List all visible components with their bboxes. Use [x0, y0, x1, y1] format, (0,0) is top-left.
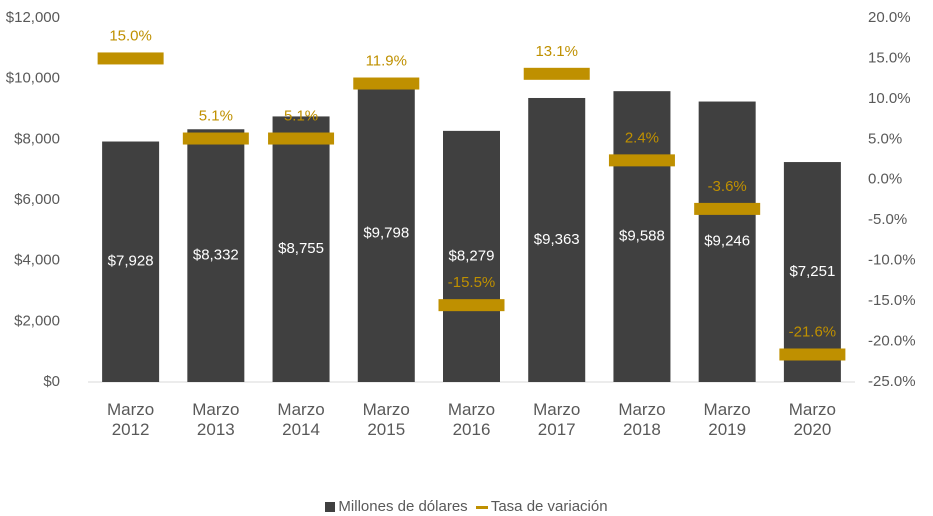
rate-marker — [182, 132, 249, 145]
x-tick-label: Marzo 2018 — [618, 400, 666, 439]
bar-label: $7,928 — [108, 253, 154, 270]
rate-label: 5.1% — [284, 107, 318, 124]
y-tick-label: $8,000 — [14, 130, 60, 147]
y-tick-label: $10,000 — [6, 70, 60, 87]
rate-marker — [523, 67, 590, 80]
bar-label: $8,279 — [449, 247, 495, 264]
bar-label: $9,798 — [363, 224, 409, 241]
y-tick-label: $2,000 — [14, 312, 60, 329]
x-tick-label: Marzo 2013 — [192, 400, 240, 439]
rate-label: 15.0% — [109, 27, 152, 44]
rate-marker — [608, 154, 675, 167]
rate-label: -15.5% — [448, 274, 496, 291]
bar-label: $8,755 — [278, 240, 324, 257]
bar-label: $7,251 — [789, 263, 835, 280]
x-tick-label: Marzo 2012 — [106, 400, 155, 439]
bar — [783, 162, 841, 382]
rate-label: 13.1% — [535, 43, 578, 60]
bar — [102, 141, 160, 382]
y-tick-label: $12,000 — [6, 9, 60, 26]
bar — [443, 130, 500, 382]
rate-label: 2.4% — [625, 129, 659, 146]
bar-label: $8,332 — [193, 247, 239, 264]
x-tick-label: Marzo 2020 — [788, 400, 836, 439]
x-tick-label: Marzo 2014 — [277, 400, 325, 439]
rate-marker — [353, 77, 420, 90]
y-tick-label: $0 — [43, 373, 60, 390]
y2-tick-label: 15.0% — [868, 49, 911, 66]
bar-label: $9,588 — [619, 228, 665, 245]
legend-swatch — [475, 505, 488, 509]
y2-tick-label: -20.0% — [868, 333, 916, 350]
bar — [357, 84, 415, 382]
y2-tick-label: -10.0% — [868, 252, 916, 269]
rate-label: 5.1% — [199, 107, 233, 124]
bar — [272, 116, 330, 382]
y-tick-label: $4,000 — [14, 252, 60, 269]
legend-label: Millones de dólares — [338, 498, 468, 515]
y2-tick-label: -5.0% — [868, 211, 907, 228]
x-tick-label: Marzo 2016 — [447, 400, 496, 439]
legend: Millones de dólares Tasa de variación — [0, 498, 933, 515]
bar — [613, 91, 671, 382]
x-tick-label: Marzo 2015 — [362, 400, 410, 439]
y2-tick-label: 10.0% — [868, 90, 911, 107]
bar — [698, 101, 756, 383]
rate-label: -21.6% — [789, 323, 837, 340]
bar-label: $9,363 — [534, 231, 580, 248]
rate-marker — [438, 299, 505, 312]
rate-marker — [268, 132, 335, 145]
y-tick-label: $6,000 — [14, 191, 60, 208]
x-tick-label: Marzo 2019 — [703, 400, 751, 439]
rate-marker — [97, 52, 164, 65]
rate-label: 11.9% — [366, 52, 407, 69]
rate-marker — [694, 202, 761, 215]
x-tick-label: Marzo 2017 — [533, 400, 581, 439]
rate-marker — [779, 348, 846, 361]
y2-tick-label: 5.0% — [868, 130, 902, 147]
bar — [187, 129, 245, 382]
legend-swatch — [325, 502, 336, 513]
y2-tick-label: -25.0% — [868, 373, 916, 390]
y2-tick-label: 0.0% — [868, 171, 902, 188]
rate-label: -3.6% — [708, 178, 747, 195]
bar-label: $9,246 — [704, 233, 750, 250]
y2-tick-label: -15.0% — [868, 292, 916, 309]
y2-tick-label: 20.0% — [868, 9, 911, 26]
legend-label: Tasa de variación — [490, 498, 608, 515]
bar — [528, 97, 586, 382]
